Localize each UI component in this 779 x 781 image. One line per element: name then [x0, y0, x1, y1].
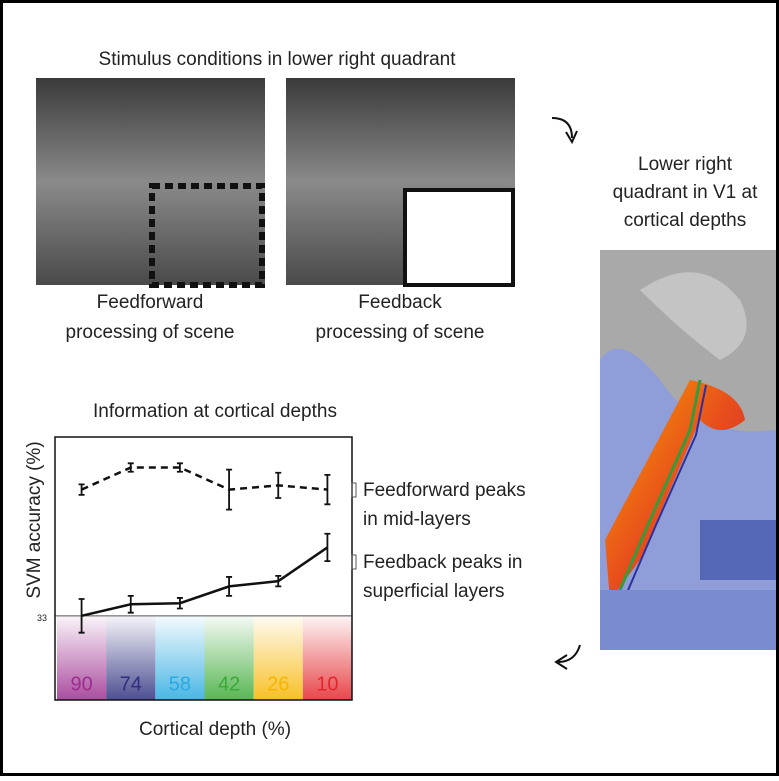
cortex-image [600, 250, 776, 650]
caption: processing of scene [66, 322, 235, 343]
x-tick-label: 74 [120, 673, 142, 695]
cortex-caption: quadrant in V1 at [613, 182, 758, 203]
caption: Feedback [358, 292, 442, 313]
x-tick-label: 90 [70, 673, 92, 695]
annotation: superficial layers [363, 581, 505, 602]
scene-photo [36, 78, 265, 285]
cortex-caption: Lower right [638, 154, 733, 175]
x-tick-label: 58 [169, 673, 191, 695]
annotation: in mid-layers [363, 509, 471, 530]
annotation: Feedback peaks in [363, 552, 523, 573]
series-line [82, 547, 328, 615]
cortex-caption: cortical depths [624, 210, 747, 231]
y-axis-label: SVM accuracy (%) [24, 441, 45, 598]
figure: Stimulus conditions in lower right quadr… [0, 0, 779, 776]
x-axis-label: Cortical depth (%) [139, 719, 291, 740]
caption: processing of scene [316, 322, 485, 343]
quadrant-mask [405, 190, 513, 285]
stimulus-title: Stimulus conditions in lower right quadr… [99, 49, 457, 70]
x-tick-label: 42 [218, 673, 240, 695]
chart-title: Information at cortical depths [93, 401, 337, 422]
y-tick-label: 33 [37, 613, 47, 623]
x-tick-label: 10 [316, 673, 338, 695]
annotation: Feedforward peaks [363, 480, 526, 501]
series-line [82, 468, 328, 490]
x-tick-label: 26 [267, 673, 289, 695]
arrow [552, 118, 572, 138]
caption: Feedforward [97, 292, 204, 313]
